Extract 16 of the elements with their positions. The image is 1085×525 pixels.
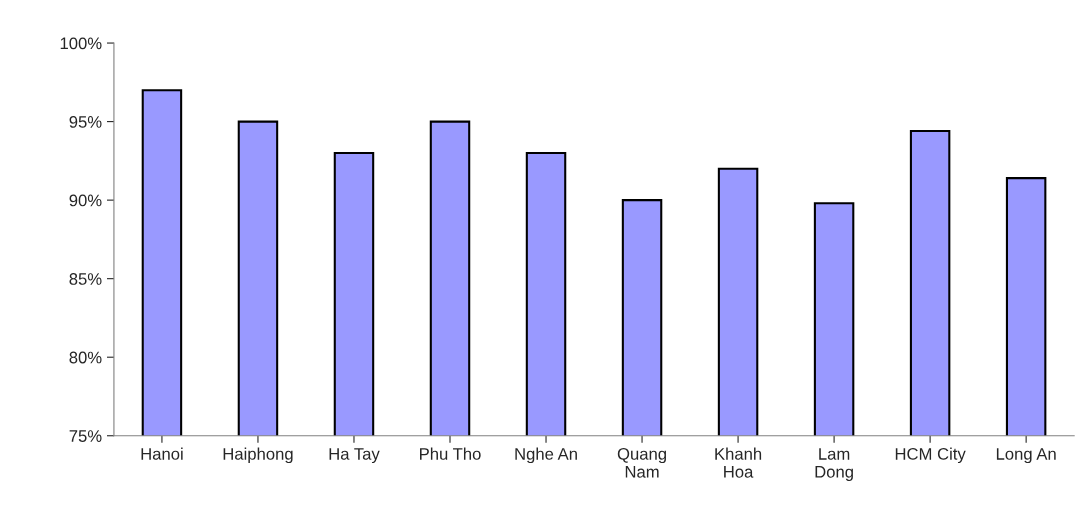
y-tick-label: 80% bbox=[69, 351, 102, 364]
x-tick-label: Nghe An bbox=[515, 447, 577, 464]
x-tick-label: Ha Tay bbox=[329, 448, 380, 464]
x-tick-label: Haiphong bbox=[223, 447, 293, 464]
x-tick-label: Phu Tho bbox=[420, 447, 481, 460]
x-tick-label: Lam Dong bbox=[815, 448, 853, 482]
y-tick-label: 90% bbox=[69, 194, 102, 207]
x-tick-label: HCM City bbox=[895, 447, 966, 464]
x-tick-label: Hanoi bbox=[141, 447, 183, 460]
x-tick-label: Long An bbox=[996, 448, 1056, 464]
y-tick-label: 85% bbox=[69, 273, 102, 285]
x-tick-label: Khanh Hoa bbox=[715, 447, 762, 478]
y-tick-label: 75% bbox=[69, 430, 102, 442]
y-tick-label: 100% bbox=[60, 37, 102, 50]
x-tick-label: Quang Nam bbox=[617, 448, 666, 478]
y-tick-label: 95% bbox=[69, 115, 102, 128]
